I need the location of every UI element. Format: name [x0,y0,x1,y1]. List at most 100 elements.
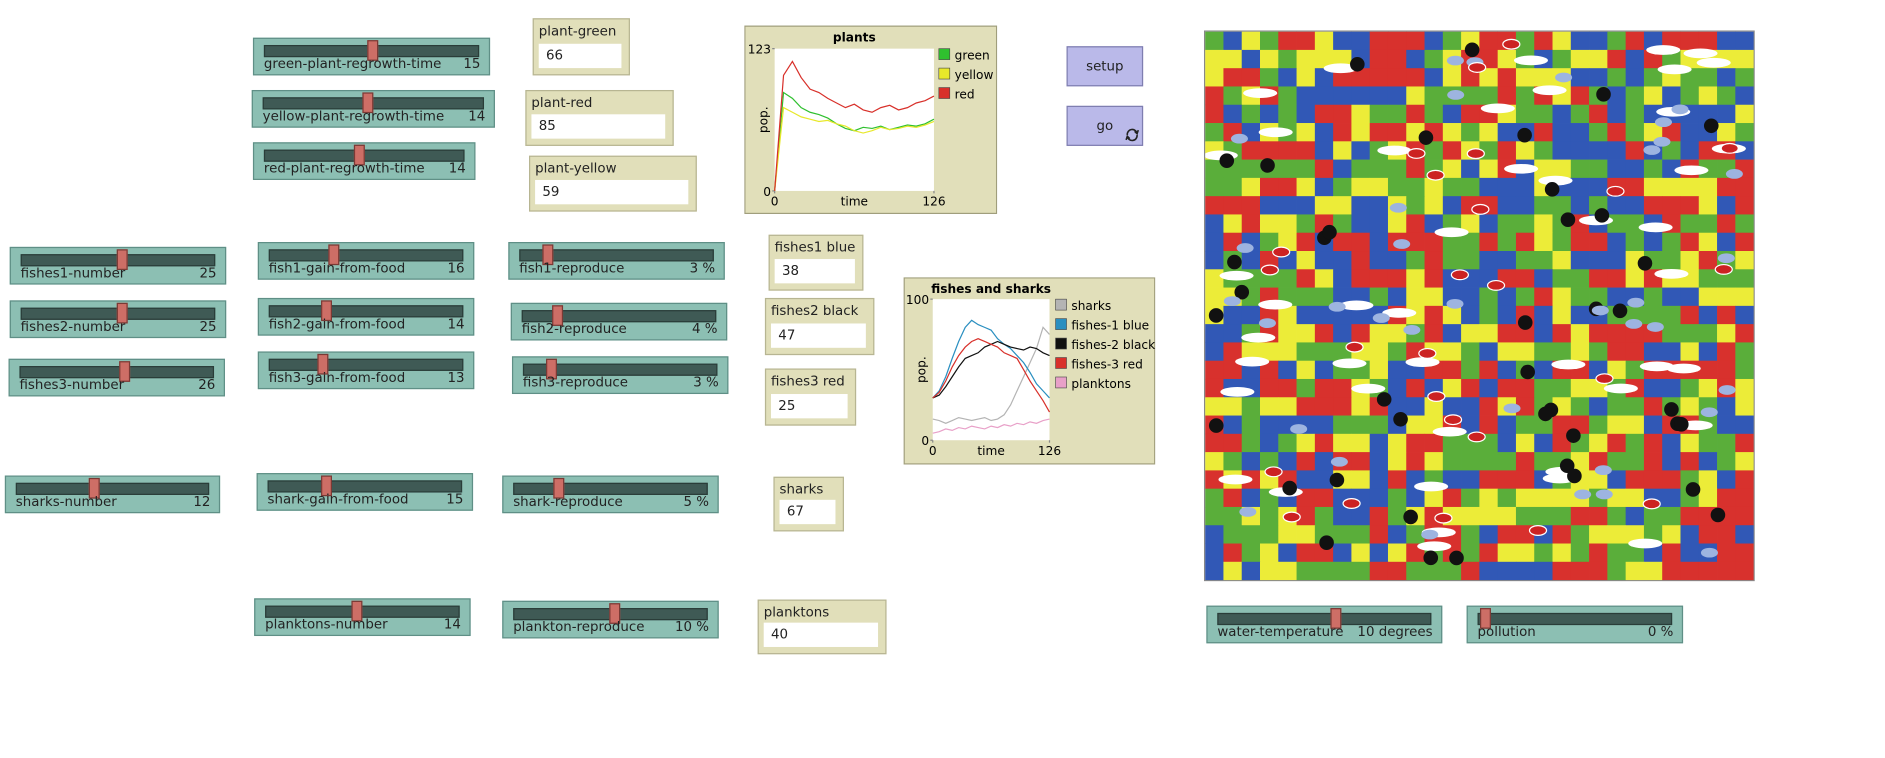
patch [1223,415,1243,435]
slider[interactable]: fish1-gain-from-food 16 [257,242,475,280]
patch [1406,525,1425,544]
patch [1534,31,1553,51]
patch [1314,452,1334,471]
patch [1296,397,1316,416]
slider-knob[interactable] [361,92,373,114]
patch [1241,433,1261,453]
slider-knob[interactable] [366,40,378,61]
shark [1683,48,1718,59]
patch [1333,104,1352,124]
patch [1662,305,1681,325]
slider[interactable]: plankton-reproduce 10 % [502,600,719,639]
patch [1223,433,1243,453]
slider-knob[interactable] [353,144,365,166]
button[interactable]: setup [1066,46,1144,87]
slider[interactable]: planktons-number 14 [254,598,471,637]
fish-blue [1290,424,1308,434]
slider[interactable]: fish3-gain-from-food 13 [257,351,475,390]
fish-black [1517,127,1532,143]
fish-blue [1328,301,1346,312]
fish-blue [1236,243,1254,253]
slider-knob[interactable] [542,244,554,266]
slider[interactable]: pollution 0 % [1466,605,1684,644]
patch [1387,31,1407,51]
monitor-label: fishes1 blue [774,239,856,256]
slider[interactable]: red-plant-regrowth-time 14 [252,142,476,180]
patch [1735,470,1754,490]
slider-knob[interactable] [321,475,333,497]
patch [1698,31,1718,51]
patch [1260,196,1279,215]
slider-value: 10 degrees [1357,623,1433,640]
slider-knob[interactable] [119,361,131,382]
slider-knob[interactable] [88,477,100,499]
slider[interactable]: fish2-reproduce 4 % [510,302,728,341]
slider[interactable]: shark-gain-from-food 15 [256,473,474,511]
slider-knob[interactable] [328,244,340,266]
patch [1717,123,1736,142]
slider-knob[interactable] [320,300,332,322]
slider-value: 25 [199,265,217,281]
patch [1552,378,1572,398]
patch [1387,506,1407,526]
patch [1406,232,1425,252]
patch [1662,506,1681,526]
slider-knob[interactable] [553,477,565,499]
slider-knob[interactable] [351,600,363,622]
patch [1607,104,1627,124]
slider[interactable]: shark-reproduce 5 % [502,475,719,514]
fish-red [1345,341,1364,353]
slider[interactable]: fish1-reproduce 3 % [508,242,725,280]
patch [1662,378,1681,398]
slider[interactable]: fish3-reproduce 3 % [511,356,729,395]
slider[interactable]: fishes1-number 25 [9,246,227,285]
patch [1479,397,1499,416]
slider-knob[interactable] [552,305,564,326]
slider[interactable]: yellow-plant-regrowth-time 14 [251,89,495,128]
shark [1339,300,1374,311]
slider[interactable]: water-temperature 10 degrees [1206,605,1443,644]
patch [1314,104,1334,124]
patch [1607,470,1627,490]
shark [1513,55,1548,66]
slider[interactable]: fish2-gain-from-food 14 [257,297,475,336]
patch [1625,196,1645,215]
patch [1643,506,1663,526]
patch [1570,86,1590,106]
patch [1479,123,1499,142]
patch [1241,196,1261,215]
series-line [932,338,1051,413]
patch [1570,159,1590,179]
shark [1654,269,1689,279]
slider[interactable]: green-plant-regrowth-time 15 [252,37,491,76]
patch [1717,324,1736,343]
plot-title: fishes and sharks [931,282,1051,296]
patch [1680,543,1700,563]
slider-knob[interactable] [1479,608,1491,629]
patch [1515,104,1535,124]
slider-knob[interactable] [116,302,128,324]
fish-red [1467,431,1486,443]
patch [1241,415,1261,435]
patch [1241,141,1261,160]
patch [1625,269,1645,288]
patch [1735,287,1754,307]
legend-swatch [1055,337,1067,350]
slider-knob[interactable] [1330,608,1341,629]
button[interactable]: go [1066,105,1144,146]
slider[interactable]: sharks-number 12 [4,475,221,514]
shark [1258,127,1293,138]
slider-knob[interactable] [316,353,328,375]
patch [1387,433,1407,453]
slider[interactable]: fishes3-number 26 [8,358,225,397]
slider-label: fish1-reproduce [519,260,625,277]
fish-red [1714,263,1733,275]
patch [1479,68,1499,87]
patch [1497,378,1517,398]
slider[interactable]: fishes2-number 25 [9,300,227,339]
slider-knob[interactable] [546,358,558,380]
slider-knob[interactable] [116,249,128,270]
patch [1662,86,1681,106]
shark [1639,361,1674,372]
slider-knob[interactable] [609,603,621,624]
